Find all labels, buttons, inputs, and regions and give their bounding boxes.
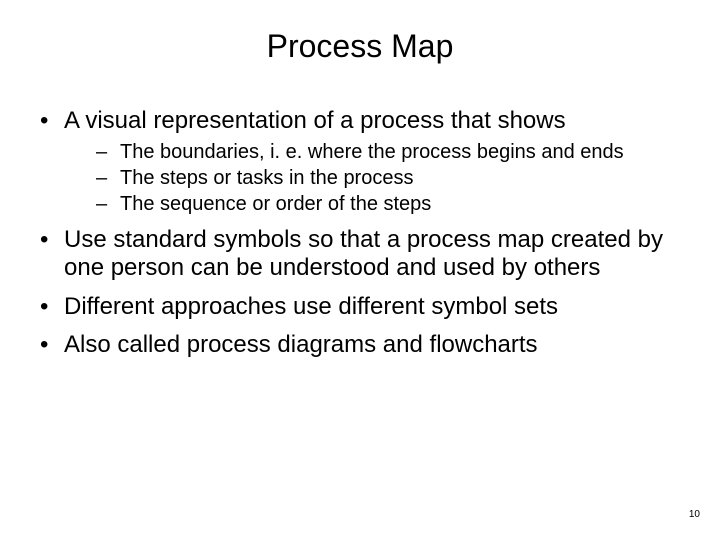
sub-bullet-item: The steps or tasks in the process [64, 167, 686, 191]
slide-title: Process Map [34, 28, 686, 65]
sub-bullet-item: The boundaries, i. e. where the process … [64, 141, 686, 165]
bullet-text: A visual representation of a process tha… [64, 107, 566, 134]
bullet-list-level2: The boundaries, i. e. where the process … [64, 141, 686, 216]
page-number: 10 [689, 509, 700, 520]
bullet-item: Different approaches use different symbo… [34, 293, 686, 321]
bullet-item: Also called process diagrams and flowcha… [34, 331, 686, 359]
sub-bullet-item: The sequence or order of the steps [64, 193, 686, 217]
bullet-text: Also called process diagrams and flowcha… [64, 331, 538, 358]
bullet-text: Use standard symbols so that a process m… [64, 226, 663, 281]
slide: Process Map A visual representation of a… [0, 0, 720, 540]
bullet-text: Different approaches use different symbo… [64, 293, 558, 320]
bullet-list-level1: A visual representation of a process tha… [34, 107, 686, 359]
bullet-item: A visual representation of a process tha… [34, 107, 686, 216]
bullet-item: Use standard symbols so that a process m… [34, 226, 686, 283]
